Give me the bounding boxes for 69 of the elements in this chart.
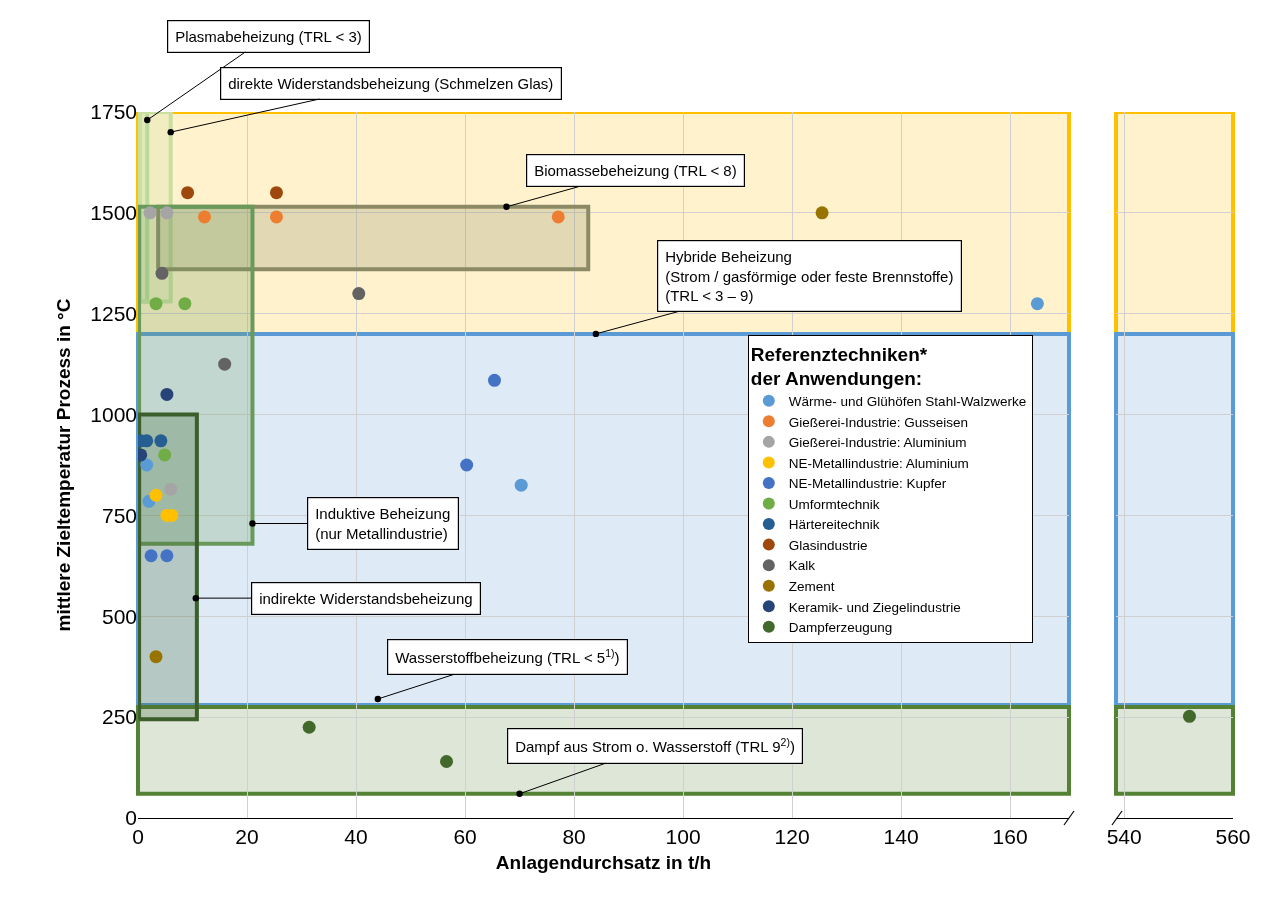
legend-label: Glasindustrie	[788, 537, 868, 553]
point	[178, 297, 192, 311]
x-tick-label: 560	[1215, 825, 1251, 849]
point	[149, 650, 163, 664]
x-tick-label: 60	[453, 825, 477, 849]
point	[149, 488, 163, 502]
legend-label: Kalk	[788, 558, 816, 574]
annotation: Wasserstoffbeheizung (TRL < 5$^{1)}$)	[395, 647, 620, 667]
annotation: indirekte Widerstandsbeheizung	[259, 590, 473, 608]
point	[514, 478, 528, 492]
x-tick-label: 540	[1106, 825, 1142, 849]
y-axis-title: mittlere Zieltemperatur Prozess in °C	[53, 298, 75, 632]
y-tick-label: 250	[101, 705, 137, 729]
x-tick-label: 20	[235, 825, 259, 849]
annotation: Hybride Beheizung (Strom / gasförmige oder feste Brennstoffe) (TRL < 3 – 9)	[665, 248, 954, 305]
point	[164, 482, 178, 496]
legend-label: NE-Metallindustrie: Kupfer	[788, 476, 947, 492]
x-tick-label: 40	[344, 825, 368, 849]
point	[155, 266, 169, 280]
point	[154, 434, 168, 448]
point	[144, 549, 158, 563]
point	[460, 458, 474, 472]
point	[160, 206, 174, 220]
annotation: Induktive Beheizung (nur Metallindustrie)	[315, 505, 451, 542]
point	[352, 287, 366, 301]
point	[815, 206, 829, 220]
legend-label: Härtereitechnik	[788, 517, 880, 533]
x-tick-label: 80	[562, 825, 586, 849]
legend-label: Wärme- und Glühöfen Stahl-Walzwerke	[788, 394, 1027, 410]
point	[269, 210, 283, 224]
x-tick-label: 140	[883, 825, 919, 849]
legend-label: Umformtechnik	[788, 496, 880, 512]
point	[1030, 297, 1044, 311]
y-tick-label: 1500	[90, 201, 137, 225]
x-tick-label: 100	[665, 825, 701, 849]
y-tick-label: 1750	[90, 100, 137, 124]
x-tick-label: 160	[992, 825, 1028, 849]
point	[143, 206, 157, 220]
y-tick-label: 1250	[90, 302, 137, 326]
legend-label: NE-Metallindustrie: Aluminium	[788, 455, 969, 471]
point	[551, 210, 565, 224]
legend-title: Referenztechniken* der Anwendungen:	[750, 343, 928, 390]
legend-label: Zement	[788, 578, 835, 594]
point	[269, 186, 283, 200]
point	[149, 297, 163, 311]
y-tick-label: 1000	[90, 402, 137, 426]
annotation: Dampf aus Strom o. Wasserstoff (TRL 9$^{2)}$)	[515, 736, 795, 756]
annotation: Plasmabeheizung (TRL < 3)	[175, 28, 362, 46]
point	[218, 357, 232, 371]
point	[487, 373, 501, 387]
point	[158, 448, 172, 462]
point	[140, 458, 154, 472]
x-axis-title: Anlagendurchsatz in t/h	[495, 852, 712, 874]
legend-label: Gießerei-Industrie: Gusseisen	[788, 414, 969, 430]
annotation: Biomassebeheizung (TRL < 8)	[534, 162, 737, 180]
annotation: direkte Widerstandsbeheizung (Schmelzen Glas)	[228, 75, 554, 93]
y-tick-label: 750	[101, 503, 137, 527]
legend-label: Dampferzeugung	[788, 620, 893, 636]
point	[198, 210, 211, 224]
legend-label: Keramik- und Ziegelindustrie	[788, 599, 961, 615]
y-tick-label: 0	[125, 806, 137, 830]
point	[181, 186, 195, 200]
point	[302, 720, 316, 734]
y-tick-label: 500	[101, 604, 137, 628]
legend-label: Gießerei-Industrie: Aluminium	[788, 435, 967, 451]
point	[160, 549, 174, 563]
point	[160, 387, 174, 401]
point	[440, 755, 454, 769]
x-tick-label: 120	[774, 825, 810, 849]
